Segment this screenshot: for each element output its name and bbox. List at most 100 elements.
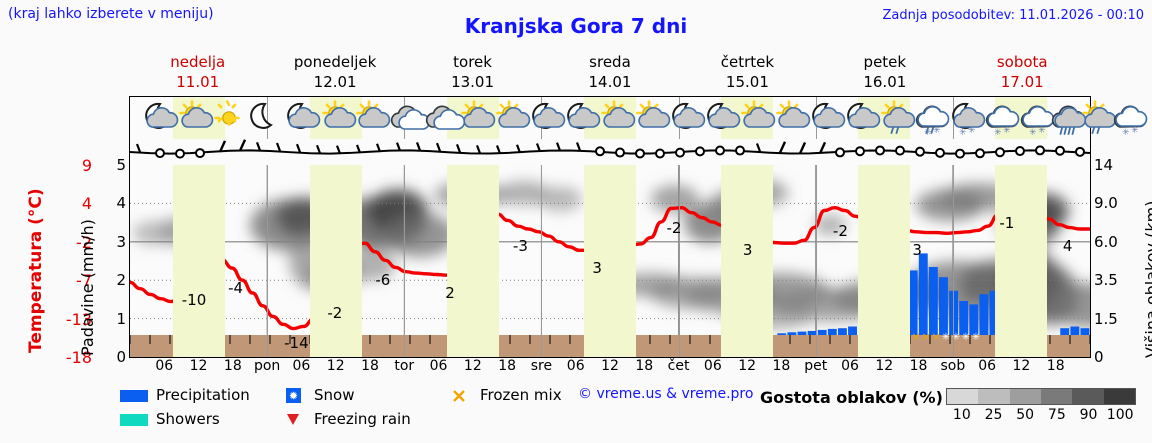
day-header-4: četrtek 15.01: [679, 52, 816, 94]
location-menu-note[interactable]: (kraj lahko izberete v meniju): [8, 6, 214, 22]
x-tick: sob: [940, 358, 966, 374]
temperature-tick: 9: [81, 156, 92, 175]
legend-showers-label: Showers: [156, 410, 220, 428]
x-tick: čet: [667, 358, 690, 374]
wind-barb: [315, 144, 322, 154]
svg-text:✳: ✳: [1131, 126, 1139, 136]
temperature-annotation: 3: [742, 240, 753, 259]
snow-icon: ✹: [286, 388, 308, 403]
temperature-annotation: -10: [181, 291, 207, 310]
meteogram-graph: × × × ✳ ✳ ✳ ✳ -10 -4 -14 -2 -6 2 -3 3 -2 3 -2 3 -1 4: [130, 165, 1090, 357]
temperature-annotation: 4: [1062, 236, 1073, 255]
x-tick: 12: [1012, 358, 1031, 374]
wind-barb: [375, 143, 382, 153]
wind-barb: [195, 148, 205, 159]
wind-barb: [155, 148, 165, 159]
precipitation-tick: 4: [116, 194, 126, 213]
temperature-annotation: -1: [999, 214, 1015, 233]
sun-cloud-icon: [632, 99, 671, 137]
daylight-band: [583, 165, 637, 357]
cloud-rain-snow-icon: ✳ ✳: [912, 99, 950, 138]
wind-barb-band: [129, 139, 1091, 165]
sun-cloud-icon: [175, 99, 214, 137]
moon-cloud-icon: [562, 99, 601, 137]
day-header-2: torek 13.01: [404, 52, 541, 94]
showers-swatch: [120, 413, 148, 426]
precipitation-bar: [848, 326, 857, 335]
cloud-height-tick: 9.0: [1094, 194, 1118, 213]
precipitation-tick: 5: [116, 156, 126, 174]
wind-barb: [595, 146, 605, 157]
legend-freezing-rain-label: Freezing rain: [314, 410, 411, 428]
svg-text:✳: ✳: [994, 128, 1002, 138]
wind-barb: [475, 144, 482, 154]
wind-barb: [798, 142, 807, 155]
cloud-density-swatch: [1009, 389, 1041, 404]
cloud-density-swatch: [947, 389, 979, 404]
moon-cloud-icon: [842, 99, 881, 137]
cloud-density-legend: Gostota oblakov (%) 10 25 50 75 90 100: [760, 386, 1152, 436]
wind-barb: [238, 139, 247, 152]
copyright-link[interactable]: © vreme.us & vreme.pro: [578, 386, 754, 402]
precipitation-bar: [1080, 328, 1090, 335]
day-name: četrtek: [720, 53, 775, 71]
day-name: sobota: [996, 53, 1048, 71]
snow-marker: ✳: [962, 332, 970, 343]
cloud-density-tick: 25: [984, 407, 1003, 423]
cloud-height-tick: 3.5: [1094, 271, 1118, 290]
cloud-height-axis-label-text: Višina oblakov (km): [1142, 200, 1152, 358]
daylight-band: [995, 165, 1048, 357]
wind-barb: [175, 148, 185, 159]
day-separator: [267, 97, 269, 139]
cloud-icon: [422, 99, 466, 137]
day-name: sreda: [589, 53, 631, 71]
wind-barb: [415, 142, 422, 151]
day-date: 14.01: [588, 73, 632, 91]
day-separator: [952, 165, 954, 357]
day-date: 12.01: [313, 73, 357, 91]
svg-text:✳: ✳: [1038, 126, 1046, 136]
x-tick: 12: [189, 358, 208, 374]
precipitation-swatch: [120, 389, 148, 402]
x-tick: 06: [566, 358, 585, 374]
temperature-tick: -7: [76, 271, 92, 291]
precipitation-bar: [797, 331, 807, 335]
precipitation-bar: [939, 277, 948, 335]
x-tick: pon: [253, 358, 281, 374]
day-separator: [404, 165, 406, 357]
cloud-density-tick: 50: [1016, 407, 1035, 423]
cloud-density-swatch: [1040, 389, 1073, 404]
x-tick: 18: [223, 358, 242, 374]
last-update-text: Zadnja posodobitev: 11.01.2026 - 00:10: [882, 8, 1144, 23]
wind-barb: [995, 147, 1005, 158]
wind-barb: [275, 142, 282, 152]
precipitation-tick: 1: [116, 309, 126, 328]
daylight-band: [858, 165, 911, 357]
moon-icon: [245, 99, 283, 137]
x-tick: 06: [978, 358, 997, 374]
x-tick: 06: [841, 358, 859, 374]
precipitation-bar: [837, 328, 847, 335]
weather-icon-band: ✳ ✳ ✳ ✳ ✳ ✳ ✳ ✳ ✳ ✳: [130, 97, 1148, 139]
temperature-annotation: -2: [832, 221, 848, 240]
wind-barb: [1075, 146, 1085, 157]
temperature-annotation: -4: [228, 279, 244, 298]
sun-rain-icon: [1078, 99, 1117, 137]
wind-barb: [218, 140, 227, 153]
temperature-tick: -2: [76, 232, 92, 252]
day-header-1: ponedeljek 12.01: [266, 52, 403, 94]
sun-cloud-icon: [597, 99, 636, 137]
precipitation-legend: Precipitation Showers ✹ Snow Freezing ra…: [120, 384, 780, 436]
temperature-axis-ticks: 9 4 -2 -7 -13 -18: [36, 156, 92, 367]
cloud-height-tick: 1.5: [1094, 309, 1118, 328]
wind-barb: [818, 141, 827, 154]
sun-cloud-icon: [772, 99, 811, 137]
sun-rain-icon: [877, 99, 916, 137]
day-date: 17.01: [1000, 73, 1044, 91]
precipitation-axis-ticks: 5 4 3 2 1 0: [96, 156, 126, 366]
precipitation-bar: [908, 270, 918, 335]
temperature-annotation: 3: [912, 240, 922, 259]
sun-cloud-icon: [492, 99, 531, 137]
temperature-annotation: -2: [327, 304, 343, 322]
legend-precipitation-label: Precipitation: [156, 386, 250, 404]
